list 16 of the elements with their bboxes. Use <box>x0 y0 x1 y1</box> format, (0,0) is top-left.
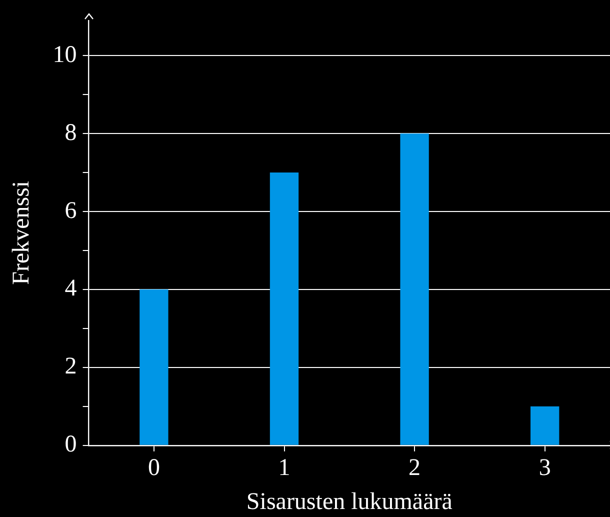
y-tick-label: 4 <box>64 276 77 302</box>
bar <box>530 406 560 445</box>
y-axis-title: Frekvenssi <box>8 180 35 285</box>
y-tick-label: 6 <box>64 198 77 224</box>
x-tick-label: 3 <box>538 455 551 482</box>
x-tick-label: 1 <box>278 455 290 482</box>
y-tick-label: 2 <box>64 354 77 380</box>
x-axis-title: Sisarusten lukumäärä <box>246 488 453 515</box>
bar <box>270 172 299 445</box>
y-tick-label: 8 <box>64 120 77 146</box>
bar <box>400 133 429 445</box>
x-tick-label: 0 <box>148 455 160 482</box>
y-tick-label: 0 <box>64 432 77 458</box>
x-tick-label: 2 <box>408 455 421 482</box>
bar <box>140 289 168 445</box>
y-tick-label: 10 <box>52 42 77 68</box>
